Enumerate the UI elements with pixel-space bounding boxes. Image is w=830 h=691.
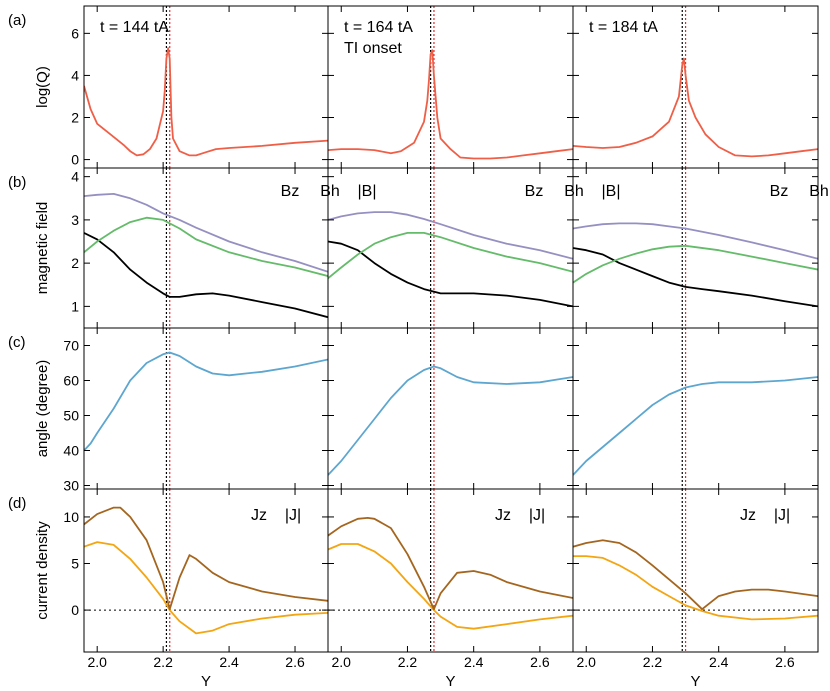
y-tick-label: 2 [71,255,79,271]
x-axis-label: Y [690,673,700,690]
x-tick-label: 2.0 [332,654,352,670]
series-line-Bz-2 [573,247,818,308]
series-line-J-2 [573,539,818,611]
legend-absj: |J| [774,507,790,524]
legend-jz: Jz [740,507,756,524]
x-tick-label: 2.0 [577,654,597,670]
series-line-Jz-0 [84,541,328,635]
series-line-angle-0 [84,351,328,452]
x-tick-label: 2.2 [153,654,173,670]
x-axis-label: Y [445,673,455,690]
legend-bz: Bz [525,183,544,200]
y-tick-label: 60 [63,373,79,389]
y-tick-label: 5 [71,556,79,572]
column-subtitle: TI onset [344,40,402,57]
x-tick-label: 2.6 [285,654,305,670]
panel-r1-c2: Bz Bh |B| [572,167,829,329]
y-axis-label-2: angle (degree) [34,360,51,458]
panel-r0-c0: t = 144 tA [83,5,329,169]
y-tick-label: 0 [71,152,79,168]
legend-bz: Bz [770,183,789,200]
series-line-Jz-1 [328,543,573,630]
y-tick-label: 6 [71,25,79,41]
y-tick-label: 40 [63,443,79,459]
legend-bz: Bz [281,183,300,200]
panel-label-3: (d) [8,495,26,512]
legend-absb: |B| [602,183,621,200]
panel-r2-c1 [327,327,574,490]
panel-r2-c0 [83,327,329,490]
x-tick-label: 2.2 [398,654,418,670]
y-axis-label-3: current density [34,521,51,620]
legend-jz: Jz [251,507,267,524]
panel-frame [572,488,819,653]
y-tick-label: 70 [63,338,79,354]
x-tick-label: 2.4 [709,654,729,670]
panel-r3-c2: Jz |J| [572,488,819,653]
y-tick-label: 10 [63,509,79,525]
series-line-J-1 [328,517,573,611]
x-tick-label: 2.2 [643,654,663,670]
column-title: t = 184 tA [589,19,658,36]
legend-jz: Jz [495,507,511,524]
panel-r0-c2: t = 184 tA [572,5,819,169]
panel-r2-c2 [572,327,819,490]
series-line-logQ-0 [84,47,328,157]
x-tick-label: 2.4 [464,654,484,670]
series-line-Bh-0 [84,216,328,277]
series-line-Bz-1 [328,240,573,308]
panel-label-2: (c) [8,334,26,351]
column-title: t = 144 tA [100,19,169,36]
legend-absj: |J| [285,507,301,524]
series-line-B-2 [573,222,818,260]
x-tick-label: 2.6 [530,654,550,670]
panel-frame [572,327,819,490]
y-tick-label: 4 [71,67,79,83]
series-line-Bh-2 [573,244,818,284]
y-tick-label: 2 [71,110,79,126]
panel-label-1: (b) [8,174,26,191]
legend-bh: Bh [320,183,340,200]
legend-absb: |B| [358,183,377,200]
series-line-Bh-1 [328,231,573,279]
x-tick-label: 2.4 [219,654,239,670]
y-tick-label: 3 [71,212,79,228]
y-axis-label-0: log(Q) [34,66,51,108]
x-tick-label: 2.6 [775,654,795,670]
y-tick-label: 30 [63,478,79,494]
series-line-angle-1 [328,365,573,476]
series-line-Jz-2 [573,555,818,621]
series-line-logQ-1 [328,49,573,160]
series-line-angle-2 [573,376,818,476]
panel-frame [83,327,329,490]
y-tick-label: 4 [71,169,79,185]
series-line-J-0 [84,506,328,611]
series-line-logQ-2 [573,57,818,158]
y-tick-label: 50 [63,408,79,424]
x-tick-label: 2.0 [87,654,107,670]
panel-r3-c0: Jz |J| [83,488,329,653]
panel-frame [327,327,574,490]
legend-bh: Bh [564,183,584,200]
panel-r1-c0: Bz Bh |B| [83,167,377,329]
panel-r3-c1: Jz |J| [327,488,574,653]
panel-r0-c1: t = 164 tA TI onset [327,5,574,169]
panel-label-0: (a) [8,12,26,29]
series-line-B-0 [84,192,328,273]
series-line-Bz-0 [84,232,328,319]
series-line-B-1 [328,211,573,260]
legend-absj: |J| [529,507,545,524]
y-tick-label: 1 [71,298,79,314]
y-axis-label-1: magnetic field [34,202,51,295]
y-tick-label: 0 [71,602,79,618]
x-axis-label: Y [201,673,211,690]
legend-bh: Bh [809,183,829,200]
column-title: t = 164 tA [344,19,413,36]
